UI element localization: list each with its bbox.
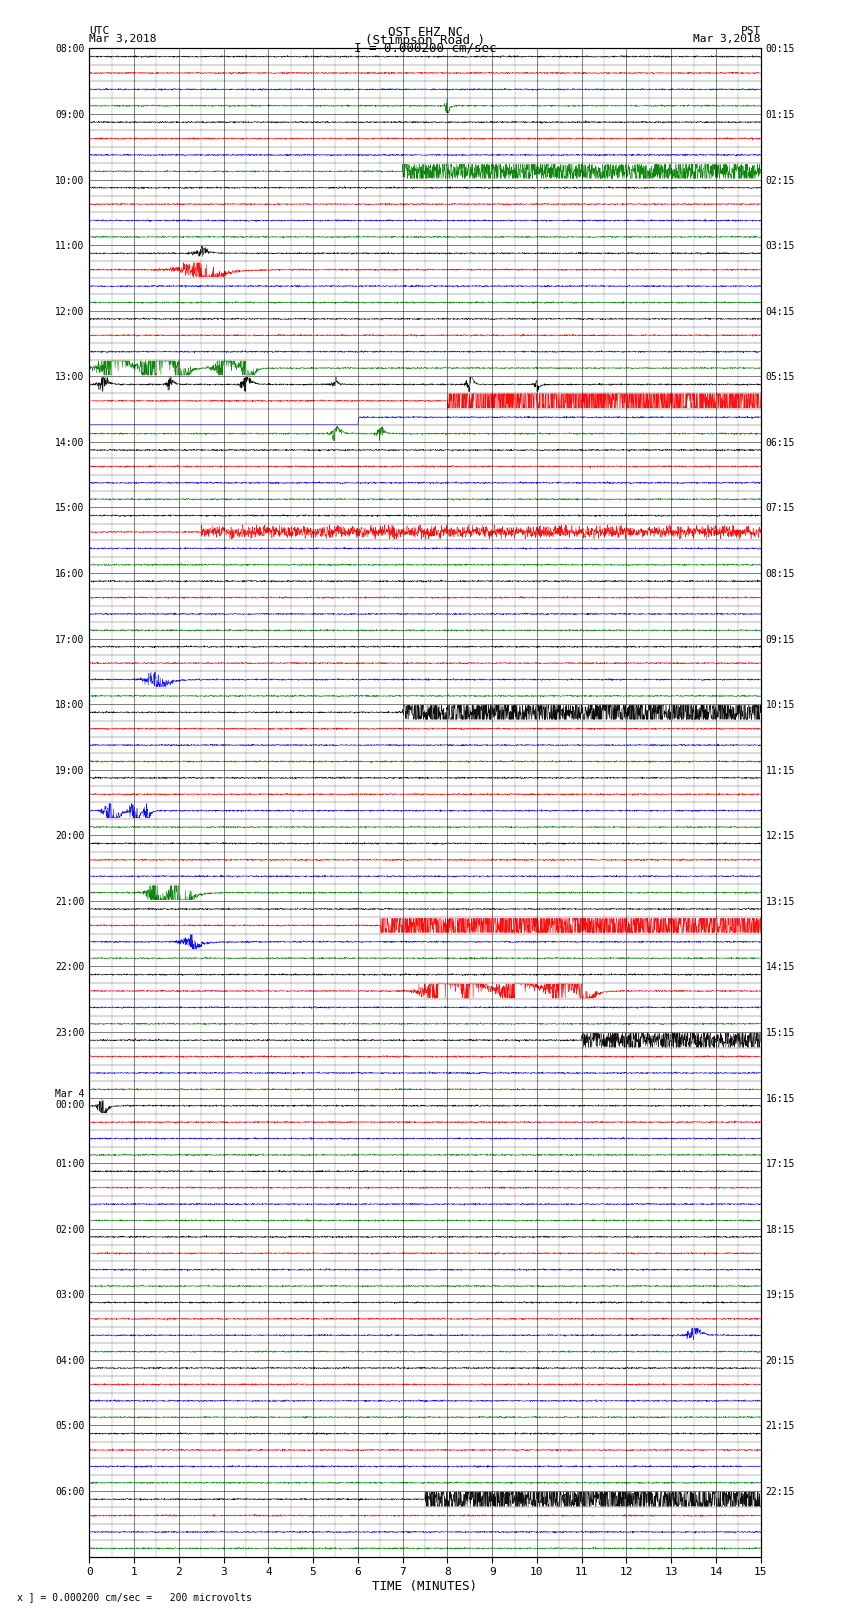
Text: UTC: UTC xyxy=(89,26,110,35)
Text: (Stimpson Road ): (Stimpson Road ) xyxy=(365,34,485,47)
Text: I = 0.000200 cm/sec: I = 0.000200 cm/sec xyxy=(354,42,496,55)
Text: PST: PST xyxy=(740,26,761,35)
Text: x ] = 0.000200 cm/sec =   200 microvolts: x ] = 0.000200 cm/sec = 200 microvolts xyxy=(17,1592,252,1602)
Text: Mar 3,2018: Mar 3,2018 xyxy=(89,34,156,44)
X-axis label: TIME (MINUTES): TIME (MINUTES) xyxy=(372,1579,478,1592)
Text: Mar 3,2018: Mar 3,2018 xyxy=(694,34,761,44)
Text: OST EHZ NC: OST EHZ NC xyxy=(388,26,462,39)
